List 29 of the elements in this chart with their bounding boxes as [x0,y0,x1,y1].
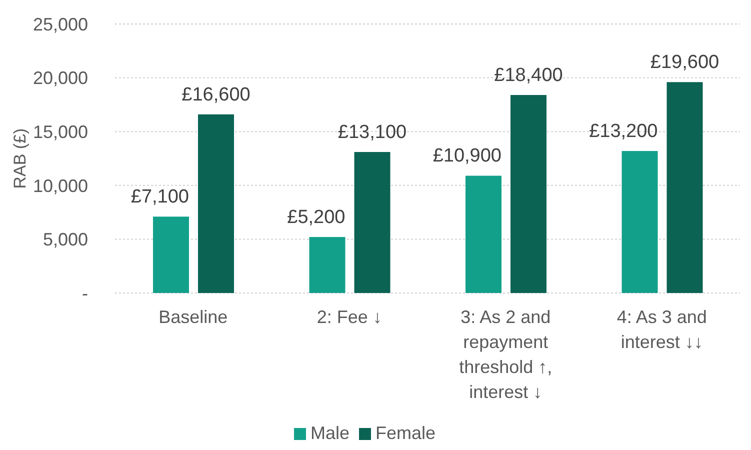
x-tick-label: Baseline [158,307,228,327]
bar [510,95,546,293]
bar [153,216,189,293]
bar [309,237,346,293]
legend-label: Male [310,423,350,443]
data-label: £19,600 [650,52,720,74]
data-label: £10,900 [432,146,502,167]
data-label: £13,100 [338,122,407,144]
y-tick-label: 20,000 [32,68,88,88]
data-label: £16,600 [182,84,250,106]
bar [666,82,703,293]
y-axis-title: RAB (£) [10,128,30,189]
bar [622,150,658,293]
x-tick-label: 4: As 3 and interest ↓↓ [616,307,707,352]
y-tick-label: 5,000 [42,230,88,250]
bar [354,152,390,293]
bar [198,114,234,293]
x-tick-label: 2: Fee ↓ [316,307,382,327]
y-tick-label: 25,000 [32,14,88,34]
y-tick-label: 10,000 [32,176,88,196]
data-label: £5,200 [287,207,346,228]
data-label: £18,400 [494,65,563,86]
x-tick-label: 3: As 2 and repayment threshold ↑, interest ↓ [459,307,552,402]
y-tick-label: - [82,283,88,304]
legend-label: Female [375,423,436,443]
bar [466,176,502,293]
data-label: £7,100 [130,186,189,208]
data-label: £13,200 [589,120,658,142]
y-tick-label: 15,000 [32,122,88,142]
